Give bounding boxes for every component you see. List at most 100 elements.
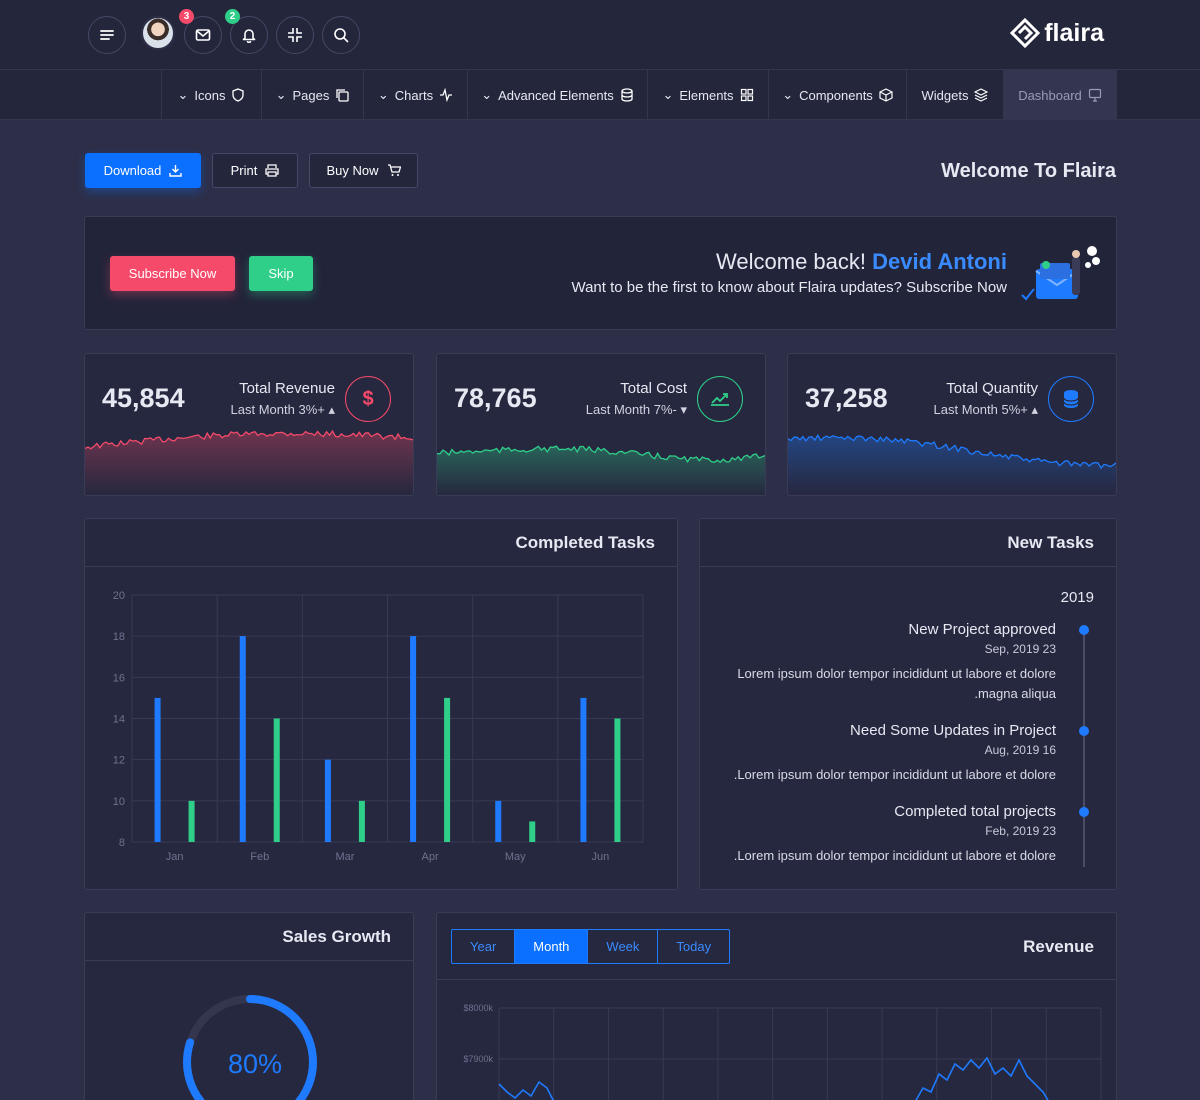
card-title: New Tasks: [700, 519, 1116, 567]
stat-change: Last Month 5%+: [933, 402, 1028, 417]
stat-card-quantity: 37,258 Total Quantity Last Month 5%+ ▴: [787, 353, 1117, 496]
bar: [410, 636, 417, 842]
nav-item-components[interactable]: ⌄ Components: [768, 70, 906, 120]
activity-icon: [440, 88, 453, 102]
tab-today[interactable]: Today: [676, 939, 712, 954]
caret-down-icon: ▾: [680, 402, 687, 417]
nav-item-widgets[interactable]: Widgets: [906, 70, 1003, 120]
y-tick-label: 14: [113, 714, 125, 726]
timeline-year: 2019: [1060, 589, 1094, 606]
timeline-item-title: New Project approved: [908, 621, 1056, 638]
card-title: Completed Tasks: [85, 519, 677, 567]
card-title: Sales Growth: [85, 913, 413, 961]
timeline-item-desc-line: .magna aliqua: [974, 686, 1056, 701]
chevron-down-icon: ⌄: [662, 87, 674, 102]
notifications-badge: 2: [225, 9, 240, 24]
bar: [614, 718, 621, 842]
x-tick-label: Mar: [335, 851, 354, 863]
mail-button[interactable]: 3: [179, 9, 222, 54]
shield-icon: [232, 88, 245, 102]
menu-button[interactable]: [88, 16, 126, 54]
y-tick-label: 20: [113, 590, 125, 602]
avatar[interactable]: [141, 16, 175, 50]
timeline-item-desc: .Lorem ipsum dolor tempor incididunt ut …: [733, 767, 1056, 782]
nav-item-label: Widgets: [921, 87, 969, 103]
skip-button[interactable]: Skip: [249, 256, 313, 291]
buy-now-button[interactable]: Buy Now: [309, 153, 418, 188]
stat-sub: Last Month 7%- ▾: [586, 402, 687, 418]
download-icon: [169, 165, 183, 177]
brand-name: flaira: [1044, 18, 1104, 47]
x-tick-label: Jan: [166, 851, 184, 863]
box-icon: [879, 88, 893, 102]
stat-value: 37,258: [805, 383, 888, 413]
sales-growth-value: 80%: [228, 1049, 282, 1079]
nav-item-pages[interactable]: ⌄ Pages: [261, 70, 363, 120]
x-tick-label: May: [505, 851, 526, 863]
download-button[interactable]: Download: [85, 153, 201, 188]
trending-up-icon: [697, 376, 743, 422]
welcome-banner: Subscribe Now Skip Welcome back! Devid A…: [84, 216, 1117, 330]
stat-change: Last Month 7%-: [585, 402, 677, 417]
x-tick-label: Apr: [422, 851, 439, 863]
caret-up-icon: ▴: [328, 402, 335, 417]
timeline-item-title: Need Some Updates in Project: [850, 722, 1056, 739]
chevron-down-icon: ⌄: [177, 87, 189, 102]
timeline-item-date: Aug, 2019 16: [984, 743, 1056, 757]
tab-year[interactable]: Year: [452, 930, 516, 963]
sparkline-area: [437, 446, 765, 495]
y-tick-label: 18: [113, 631, 125, 643]
y-tick-label: $8000k: [463, 1003, 493, 1013]
y-tick-label: 10: [113, 796, 125, 808]
bar: [154, 697, 161, 842]
sparkline-area: [788, 435, 1116, 495]
revenue-line: [498, 1080, 554, 1100]
timeline-item[interactable]: Need Some Updates in Project Aug, 2019 1…: [734, 722, 1056, 785]
revenue-header: Year Month Week Today Revenue: [437, 913, 1116, 980]
nav-item-advanced-elements[interactable]: ⌄ Advanced Elements: [467, 70, 647, 120]
collapse-button[interactable]: [276, 16, 314, 54]
stat-sub: Last Month 5%+ ▴: [934, 402, 1038, 418]
print-button[interactable]: Print: [212, 153, 298, 188]
nav-item-label: Advanced Elements: [498, 87, 614, 103]
timeline-item[interactable]: Completed total projects Feb, 2019 23 .L…: [734, 803, 1056, 866]
stat-value: 78,765: [454, 383, 537, 413]
logo-icon: [1010, 18, 1041, 48]
user-name: Devid Antoni: [872, 249, 1007, 274]
nav-item-dashboard[interactable]: Dashboard: [1003, 70, 1117, 120]
cost-sparkline: [437, 445, 765, 495]
brand-logo[interactable]: flaira: [1010, 18, 1104, 48]
timeline-item[interactable]: New Project approved Sep, 2019 23 Lorem …: [737, 621, 1056, 704]
notifications-button[interactable]: 2: [225, 9, 268, 54]
x-tick-label: Jun: [592, 851, 610, 863]
nav-item-icons[interactable]: ⌄ Icons: [161, 70, 261, 120]
welcome-title: Welcome back! Devid Antoni: [716, 249, 1007, 275]
download-label: Download: [103, 163, 162, 178]
timeline-line: [1083, 627, 1085, 867]
tab-week[interactable]: Week: [588, 930, 659, 963]
stat-label: Total Revenue: [239, 380, 335, 397]
subscribe-button[interactable]: Subscribe Now: [110, 256, 235, 291]
stat-change: Last Month 3%+: [230, 402, 325, 417]
sparkline-line: [788, 433, 1116, 470]
x-tick-label: Feb: [250, 851, 269, 863]
nav-item-label: Icons: [194, 87, 226, 103]
timeline-dot: [1079, 807, 1089, 817]
print-label: Print: [230, 163, 258, 178]
y-tick-label: 12: [113, 755, 125, 767]
nav-item-elements[interactable]: ⌄ Elements: [647, 70, 768, 120]
nav-item-label: Elements: [679, 87, 734, 103]
search-button[interactable]: [322, 16, 360, 54]
bar: [273, 718, 280, 842]
search-icon: [334, 28, 349, 43]
sales-growth-donut: 80%: [183, 995, 317, 1100]
timeline-item-date: Feb, 2019 23: [985, 824, 1056, 838]
nav-item-charts[interactable]: ⌄ Charts: [363, 70, 467, 120]
period-tabs: Year Month Week Today: [451, 929, 731, 964]
y-tick-label: 16: [113, 672, 125, 684]
tab-month[interactable]: Month: [515, 930, 589, 963]
nav-item-label: Dashboard: [1018, 87, 1082, 103]
layers-icon: [974, 88, 989, 102]
dollar-icon: $: [345, 376, 391, 422]
nav-item-label: Components: [799, 87, 873, 103]
